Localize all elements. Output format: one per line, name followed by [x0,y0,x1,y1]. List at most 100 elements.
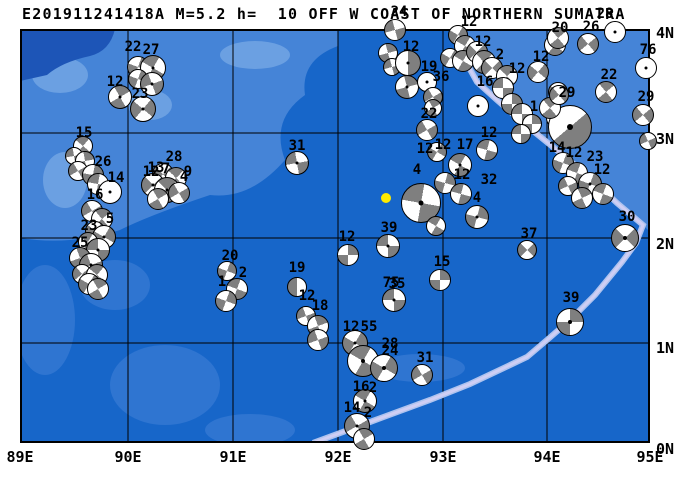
focal-mechanism-beachball [632,104,654,126]
focal-mechanism-beachball [384,19,406,41]
depth-label: 32 [480,172,498,188]
focal-mechanism-beachball [547,27,569,49]
bathymetry-patch-mid [110,345,220,425]
beachball-center-dot [567,124,573,130]
depth-label: 12 [565,145,583,161]
depth-label: 12 [142,164,160,180]
depth-label: 2 [238,265,248,281]
depth-label: 9 [183,164,193,180]
map-frame [20,29,650,443]
focal-mechanism-beachball [416,119,438,141]
depth-label: 25 [71,235,89,251]
depth-label: 36 [432,69,450,85]
depth-label: 24 [390,4,408,20]
epicenter-dot [381,193,391,203]
depth-label: 22 [124,39,142,55]
depth-label: 28 [381,336,399,352]
depth-label: 37 [520,226,538,242]
depth-label: 12 [342,319,360,335]
lat-tick-label: 0N [656,440,675,458]
plot-title: E201911241418A M=5.2 h= 10 OFF W COAST O… [22,5,626,23]
depth-label: 28 [596,6,614,22]
depth-label: 7 [161,161,171,177]
focal-mechanism-beachball [595,81,617,103]
beachball-center-dot [141,107,145,111]
depth-label: 17 [456,137,474,153]
depth-label: 2 [495,47,505,63]
lon-tick-label: 91E [219,448,247,466]
depth-label: 76 [639,42,657,58]
beachball-center-dot [392,298,396,302]
beachball-center-dot [613,30,617,34]
depth-label: 12 [453,167,471,183]
depth-label: 26 [94,154,112,170]
beachball-center-dot [476,104,480,108]
depth-label: 35 [388,276,406,292]
beachball-center-dot [406,61,410,65]
depth-label: 27 [142,42,160,58]
depth-label: 55 [360,319,378,335]
focal-mechanism-beachball [353,428,375,450]
beachball-center-dot [588,182,592,186]
depth-label: 13 [147,160,165,176]
focal-mechanism-beachball [411,364,433,386]
focal-mechanism-beachball [108,85,132,109]
depth-label: 12 [298,288,316,304]
focal-mechanism-beachball [217,261,237,281]
beachball-center-dot [295,161,299,165]
beachball-center-dot [150,82,154,86]
focal-mechanism-beachball [611,224,639,252]
focal-mechanism-beachball [307,329,329,351]
depth-label: 1 [217,274,227,290]
depth-label: 16 [86,187,104,203]
focal-mechanism-beachball [639,132,657,150]
depth-label: 31 [288,138,306,154]
depth-label: 23 [586,149,604,165]
beachball-center-dot [118,95,122,99]
lat-tick-label: 4N [656,24,675,42]
depth-label: 29 [558,85,576,101]
beachball-center-dot [361,359,365,363]
depth-label: 2 [368,380,378,396]
focal-mechanism-beachball [511,124,531,144]
focal-mechanism-beachball [395,75,419,99]
focal-mechanism-beachball [465,205,489,229]
depth-label: 12 [434,137,452,153]
beachball-center-dot [363,399,367,403]
lon-tick-label: 93E [429,448,457,466]
beachball-center-dot [353,341,357,345]
focal-mechanism-beachball [635,57,657,79]
focal-mechanism-beachball [577,33,599,55]
beachball-center-dot [644,66,648,70]
focal-mechanism-beachball [98,180,122,204]
lon-tick-label: 95E [636,448,664,466]
focal-mechanism-beachball [604,21,626,43]
beachball-center-dot [102,235,106,239]
depth-label: 12 [460,14,478,30]
beachball-center-dot [405,85,409,89]
focal-mechanism-beachball [527,61,549,83]
depth-label: 12 [480,125,498,141]
focal-mechanism-beachball [140,72,164,96]
depth-label: 15 [433,254,451,270]
beachball-center-dot [108,190,112,194]
focal-mechanism-beachball [424,99,442,117]
depth-label: 12 [402,39,420,55]
lat-tick-label: 1N [656,339,675,357]
focal-mechanism-beachball [429,269,451,291]
focal-mechanism-beachball [427,142,447,162]
depth-label: 19 [420,59,438,75]
focal-mechanism-beachball [87,278,109,300]
focal-mechanism-beachball [571,187,593,209]
depth-label: 23 [131,86,149,102]
beachball-center-dot [425,80,429,84]
focal-mechanism-beachball [448,153,472,177]
focal-mechanism-beachball [401,183,441,223]
focal-mechanism-beachball [370,354,398,382]
focal-mechanism-beachball [376,234,400,258]
lon-tick-label: 89E [6,448,34,466]
beachball-center-dot [96,248,100,252]
focal-mechanism-beachball [285,151,309,175]
beachball-center-dot [418,200,424,206]
